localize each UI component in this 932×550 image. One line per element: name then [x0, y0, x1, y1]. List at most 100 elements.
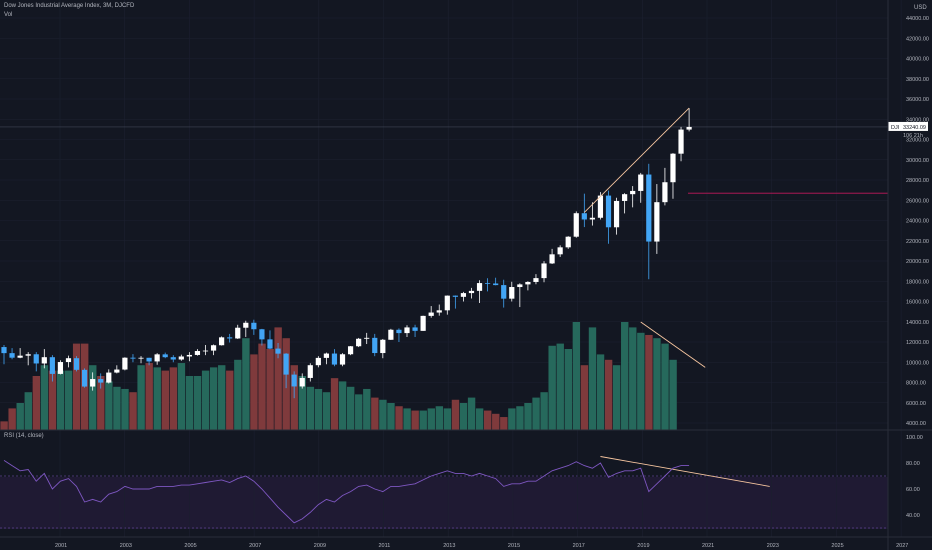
candle-body: [49, 357, 55, 374]
volume-legend[interactable]: Vol: [4, 12, 13, 18]
candle-body: [33, 354, 39, 364]
candle-body: [476, 283, 483, 291]
volume-bar: [516, 406, 524, 430]
volume-bar: [629, 327, 637, 430]
candle-body: [82, 369, 88, 387]
volume-bar: [363, 388, 371, 430]
candle-body: [412, 327, 418, 331]
volume-bar: [612, 365, 621, 430]
time-tick-label: 2013: [443, 543, 455, 549]
price-tick-label: 12000.00: [906, 340, 929, 346]
candle-body: [356, 338, 362, 347]
candle-body: [323, 353, 329, 358]
volume-bar: [24, 392, 32, 430]
candle-body: [670, 153, 676, 183]
volume-bar: [403, 408, 411, 430]
volume-bar: [500, 417, 508, 430]
candle-body: [299, 377, 305, 387]
candle-body: [122, 357, 128, 370]
volume-bar: [540, 392, 548, 430]
candle-body: [41, 357, 47, 364]
currency-label: USD: [914, 5, 927, 11]
volume-bar: [371, 397, 379, 430]
candle-body: [646, 174, 652, 242]
volume-bar: [411, 410, 419, 430]
volume-bar: [387, 403, 395, 430]
volume-bar: [669, 359, 677, 430]
candle-body: [202, 350, 209, 352]
bar-countdown: 106 21h: [903, 133, 923, 139]
volume-bar: [161, 370, 169, 430]
volume-bar: [588, 327, 597, 430]
price-tick-label: 24000.00: [906, 219, 929, 225]
candle-body: [605, 195, 612, 228]
time-tick-label: 2021: [702, 543, 714, 549]
time-tick-label: 2015: [508, 543, 520, 549]
volume-bar: [266, 349, 274, 430]
candle-body: [259, 329, 265, 340]
rsi-trendline: [600, 456, 770, 487]
candle-body: [589, 217, 595, 220]
candle-body: [565, 236, 571, 248]
volume-bar: [508, 408, 516, 430]
candle-body: [114, 369, 120, 373]
candle-body: [549, 254, 555, 264]
volume-bars: [0, 322, 677, 430]
volume-bar: [637, 332, 645, 430]
volume-bar: [346, 386, 355, 430]
price-tick-label: 28000.00: [906, 178, 929, 184]
time-axis: 2001 2003 2005 2007 2009 2011 2013 2015 2017 2019…: [55, 543, 908, 549]
price-axis: 4000.00 6000.00 8000.00 10000.00 12000.00 140…: [888, 16, 929, 427]
volume-bar: [596, 354, 605, 430]
candle-body: [1, 347, 7, 354]
candle-body: [267, 339, 273, 349]
candle-body: [235, 327, 241, 339]
candle-body: [460, 293, 467, 297]
candle-body: [493, 283, 499, 286]
price-tick-label: 36000.00: [906, 97, 929, 103]
volume-bar: [8, 408, 16, 430]
volume-bar: [653, 338, 661, 430]
volume-bar: [443, 408, 452, 430]
time-tick-label: 2011: [379, 543, 391, 549]
candle-body: [517, 284, 523, 288]
candle-body: [275, 348, 281, 354]
candle-body: [613, 200, 620, 228]
last-price-tag: DJI 33240.09 106 21h: [888, 121, 928, 139]
volume-bar: [435, 406, 444, 430]
volume-bar: [258, 343, 266, 430]
candle-body: [501, 285, 507, 299]
candle-body: [509, 287, 515, 299]
chart-title[interactable]: Dow Jones Industrial Average Index, 3M, …: [4, 3, 135, 9]
volume-bar: [218, 365, 226, 430]
time-tick-label: 2023: [767, 543, 779, 549]
volume-bar: [661, 343, 669, 430]
candle-body: [98, 379, 104, 383]
price-tick-label: 22000.00: [906, 239, 929, 245]
price-trendline: [584, 107, 690, 213]
volume-bar: [621, 322, 629, 430]
candle-body: [283, 353, 289, 375]
candle-body: [315, 357, 321, 366]
time-tick-label: 2001: [55, 543, 67, 549]
candle-body: [243, 322, 249, 328]
volume-bar: [330, 378, 339, 430]
volume-bar: [580, 365, 589, 430]
rsi-axis: 40.00 60.00 80.00 100.00: [906, 435, 923, 519]
price-tick-label: 40000.00: [906, 57, 929, 63]
price-tick-label: 38000.00: [906, 77, 929, 83]
candle-body: [581, 213, 587, 220]
volume-bar: [32, 376, 41, 430]
candle-body: [146, 357, 152, 362]
candle-body: [9, 353, 15, 358]
candle-body: [678, 129, 684, 154]
time-tick-label: 2005: [184, 543, 196, 549]
grid: [0, 0, 902, 537]
candle-body: [436, 310, 442, 313]
rsi-legend[interactable]: RSI (14, close): [4, 433, 44, 439]
volume-bar: [250, 354, 258, 430]
candle-body: [227, 337, 233, 339]
price-tick-label: 30000.00: [906, 158, 929, 164]
candle-body: [372, 337, 378, 354]
